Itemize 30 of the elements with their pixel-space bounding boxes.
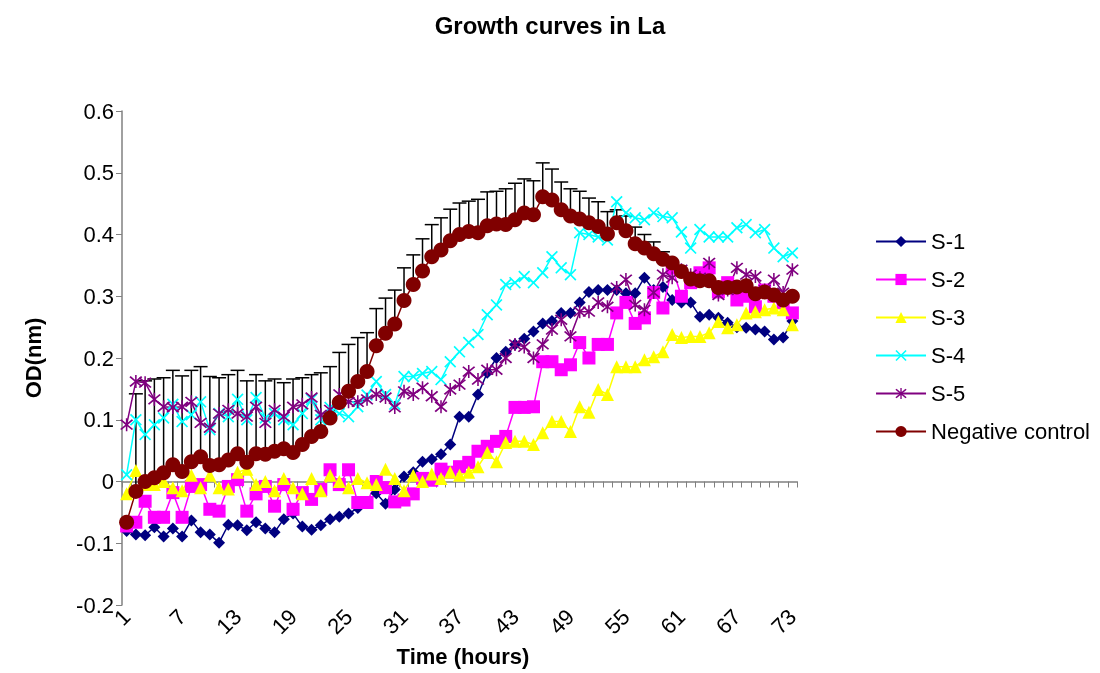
x-tick-label: 67 — [710, 604, 746, 640]
x-tick-label: 37 — [433, 604, 469, 640]
x-tick-label: 13 — [211, 604, 247, 640]
x-tick-label: 31 — [377, 604, 413, 640]
x-tick-label: 7 — [164, 604, 191, 631]
legend-label: S-5 — [931, 381, 966, 406]
x-tick-label: 19 — [266, 604, 302, 640]
y-tick-label: 0.1 — [83, 407, 114, 433]
legend-label: S-2 — [931, 267, 966, 292]
y-axis-title: OD(nm) — [20, 317, 46, 399]
x-tick-label: 61 — [655, 604, 691, 640]
y-tick-label: 0.5 — [83, 160, 114, 186]
x-tick-label: 43 — [488, 604, 524, 640]
y-tick-label: 0.2 — [83, 345, 114, 371]
x-tick-label: 73 — [766, 604, 802, 640]
y-tick-label: -0.2 — [76, 592, 114, 618]
x-tick-label: 25 — [322, 604, 358, 640]
legend-label: Negative control — [931, 419, 1091, 444]
y-tick-label: 0.4 — [83, 222, 114, 247]
legend-label: S-3 — [931, 305, 966, 330]
x-tick-label: 49 — [544, 604, 580, 640]
y-tick-label: -0.1 — [76, 530, 114, 556]
y-tick-label: 0.6 — [83, 98, 114, 124]
y-tick-label: 0.3 — [83, 283, 114, 309]
y-tick-label: 0 — [101, 469, 114, 494]
legend-label: S-1 — [931, 229, 966, 254]
chart-title: Growth curves in La — [434, 11, 667, 39]
legend-label: S-4 — [931, 343, 966, 368]
x-tick-label: 55 — [599, 604, 635, 640]
x-axis-title: Time (hours) — [396, 643, 530, 669]
